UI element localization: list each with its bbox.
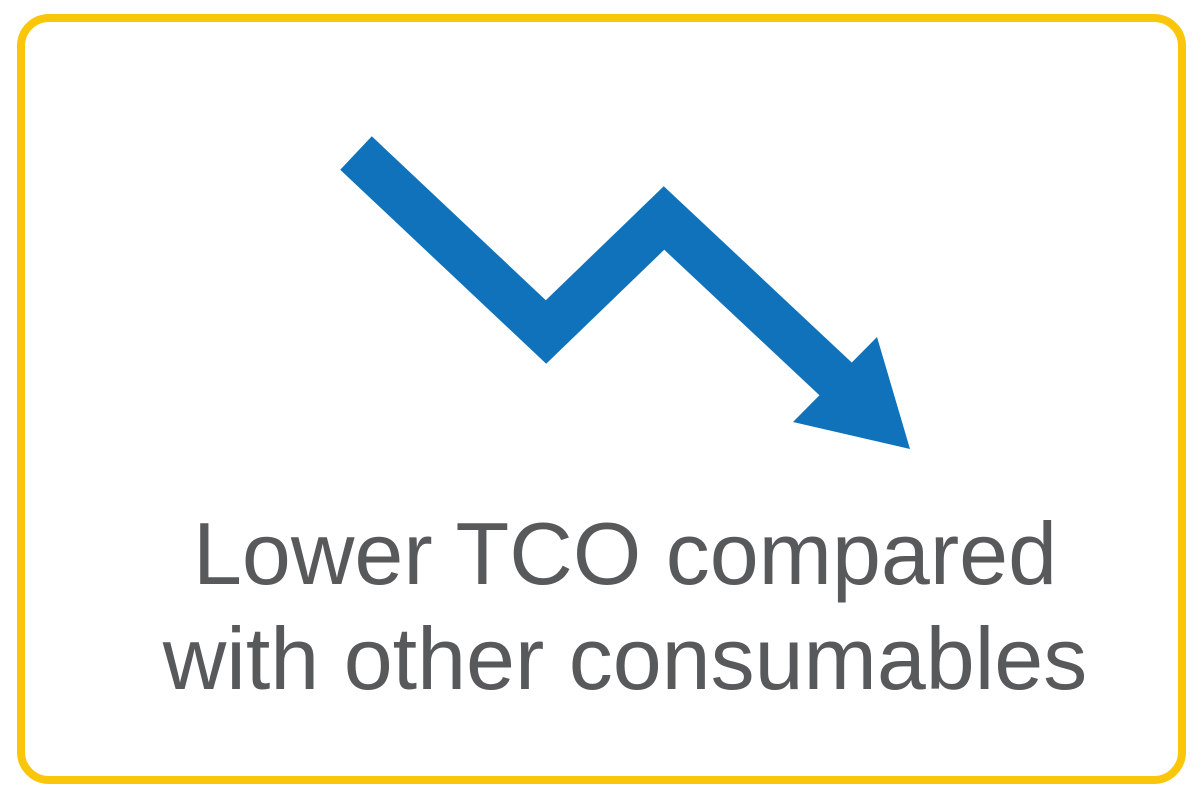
arrow-head	[793, 337, 910, 449]
caption-line-1: Lower TCO compared	[192, 504, 1058, 603]
downward-trend-arrow-icon	[340, 136, 910, 449]
caption-text: Lower TCO compared with other consumable…	[25, 501, 1200, 711]
arrow-zigzag-shaft	[340, 136, 856, 400]
caption-line-2: with other consumables	[162, 609, 1088, 708]
highlight-card: Lower TCO compared with other consumable…	[17, 14, 1186, 784]
